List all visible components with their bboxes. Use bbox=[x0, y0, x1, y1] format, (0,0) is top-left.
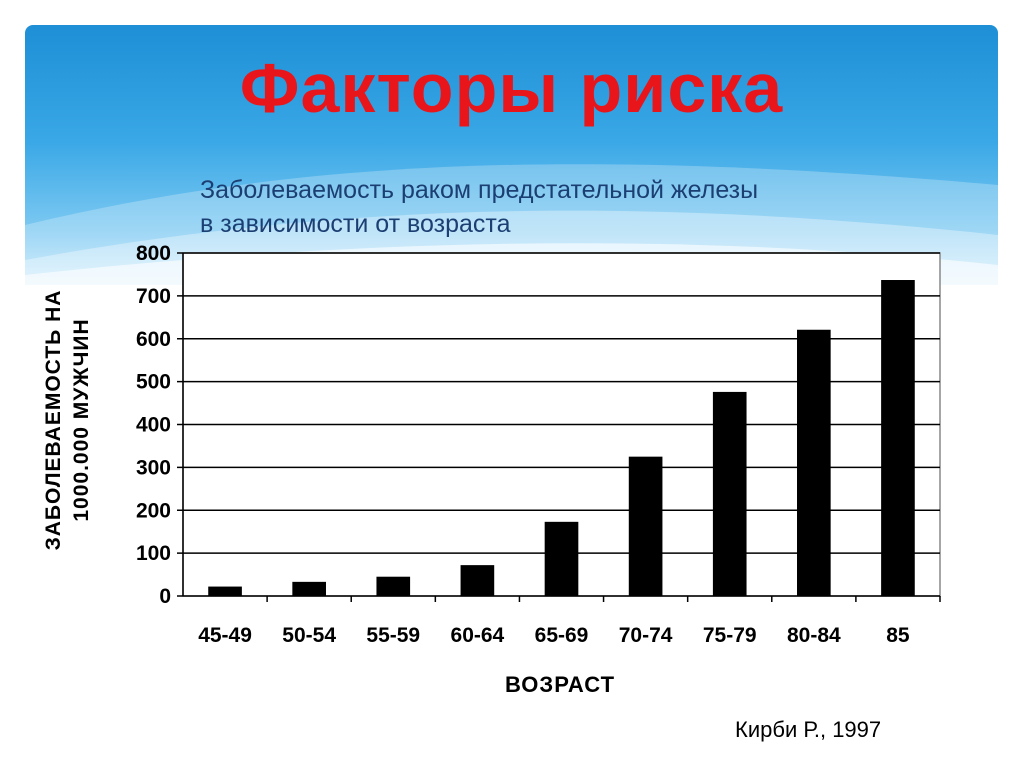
x-tick-label: 70-74 bbox=[619, 624, 673, 647]
subtitle-line-2: в зависимости от возраста bbox=[200, 210, 511, 238]
y-axis-title: ЗАБОЛЕВАЕМОСТЬ НА 1000.000 МУЖЧИН bbox=[40, 290, 96, 551]
y-tick-label: 100 bbox=[136, 542, 171, 565]
x-tick-label: 75-79 bbox=[703, 624, 757, 647]
y-tick-label: 200 bbox=[136, 499, 171, 522]
x-tick-label: 55-59 bbox=[366, 624, 420, 647]
x-tick-label: 50-54 bbox=[282, 624, 336, 647]
y-tick-label: 600 bbox=[136, 328, 171, 351]
bar-80-84 bbox=[797, 329, 831, 596]
bar-70-74 bbox=[628, 456, 663, 596]
y-tick-label: 500 bbox=[136, 371, 171, 394]
slide-title: Факторы риска bbox=[239, 49, 784, 127]
x-tick-label: 65-69 bbox=[535, 624, 589, 647]
bar-50-54 bbox=[292, 581, 326, 596]
bar-75-79 bbox=[712, 391, 747, 596]
y-tick-label: 700 bbox=[136, 285, 171, 308]
x-tick-label: 45-49 bbox=[198, 624, 252, 647]
bar-55-59 bbox=[376, 576, 411, 596]
subtitle-line-1: Заболеваемость раком предстательной желе… bbox=[200, 176, 759, 204]
y-tick-label: 0 bbox=[159, 585, 171, 608]
x-axis-title: ВОЗРАСТ bbox=[504, 672, 616, 697]
x-tick-label: 60-64 bbox=[451, 624, 505, 647]
y-tick-label: 300 bbox=[136, 456, 171, 479]
x-tick-label: 85 bbox=[886, 624, 910, 647]
y-tick-label: 400 bbox=[136, 414, 171, 437]
bar-85 bbox=[881, 280, 915, 596]
y-axis-title-line-1: ЗАБОЛЕВАЕМОСТЬ НА bbox=[42, 289, 65, 551]
chart-subtitle: Заболеваемость раком предстательной желе… bbox=[200, 173, 920, 241]
bar-60-64 bbox=[460, 565, 495, 596]
source-citation: Кирби Р., 1997 bbox=[735, 717, 882, 742]
bar-45-49 bbox=[208, 586, 242, 596]
x-tick-label: 80-84 bbox=[787, 624, 841, 647]
bar-65-69 bbox=[544, 521, 579, 596]
y-tick-label: 800 bbox=[136, 242, 171, 265]
y-axis-title-line-2: 1000.000 МУЖЧИН bbox=[70, 318, 93, 522]
